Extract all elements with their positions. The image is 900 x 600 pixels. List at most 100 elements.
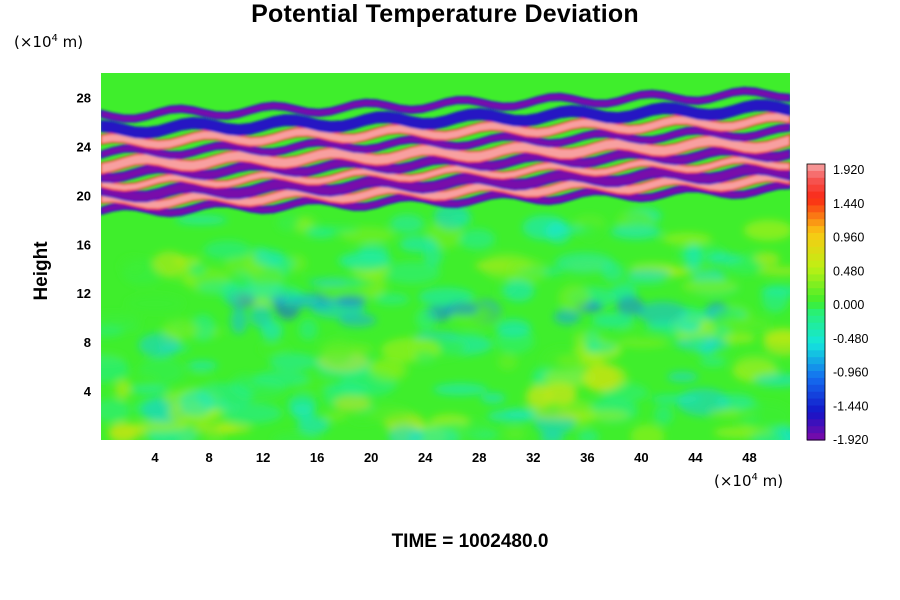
x-tick-label: 40	[634, 450, 648, 465]
turbulence-patch	[444, 302, 478, 316]
colorbar-segment	[807, 329, 825, 338]
colorbar-tick-label: 0.000	[833, 298, 864, 312]
colorbar-segment	[807, 426, 825, 434]
turbulence-patch	[349, 415, 377, 424]
turbulence-patch	[522, 215, 567, 240]
turbulence-patch	[497, 353, 518, 371]
colorbar-segment	[807, 205, 825, 213]
colorbar-segment	[807, 212, 825, 220]
turbulence-patch	[525, 384, 552, 411]
colorbar-segment	[807, 281, 825, 289]
turbulence-patch	[216, 423, 238, 434]
turbulence-patch	[298, 318, 318, 341]
turbulence-patch	[188, 263, 206, 277]
x-tick-label: 28	[472, 450, 486, 465]
x-tick-label: 20	[364, 450, 378, 465]
turbulence-patch	[258, 344, 289, 354]
colorbar-segment	[807, 357, 825, 365]
y-tick-label: 28	[77, 90, 91, 105]
x-tick-label: 48	[742, 450, 756, 465]
y-tick-label: 4	[84, 384, 92, 399]
turbulence-patch	[459, 228, 496, 250]
colorbar-segment	[807, 371, 825, 379]
colorbar-segment	[807, 164, 825, 172]
x-tick-label: 4	[151, 450, 159, 465]
plot-area	[101, 73, 790, 440]
turbulence-patch	[586, 340, 618, 353]
turbulence-patch	[616, 295, 644, 316]
colorbar-segment	[807, 405, 825, 413]
x-tick-label: 8	[205, 450, 212, 465]
x-tick-label: 32	[526, 450, 540, 465]
turbulence-patch	[101, 398, 131, 423]
y-axis-unit: (×104 m)	[14, 33, 84, 51]
turbulence-patch	[610, 224, 662, 240]
colorbar-segment	[807, 260, 825, 269]
x-axis-ticks: 4 8 12 16 20 24 28 32 36 40 44 48	[151, 450, 756, 465]
turbulence-patch	[338, 313, 377, 328]
turbulence-patch	[720, 317, 771, 332]
colorbar-segment	[807, 177, 825, 186]
turbulence-patch	[223, 257, 262, 276]
turbulence-patch	[204, 431, 225, 440]
turbulence-patch	[505, 257, 547, 284]
turbulence-patch	[591, 312, 635, 329]
colorbar-segment	[807, 184, 825, 193]
turbulence-patch	[161, 319, 200, 340]
y-axis-ticks: 4 8 12 16 20 24 28	[77, 90, 92, 399]
turbulence-patch	[114, 379, 131, 400]
turbulence-patch	[130, 385, 170, 394]
y-tick-label: 8	[84, 335, 91, 350]
colorbar-segment	[807, 398, 825, 407]
turbulence-patch	[650, 394, 701, 404]
turbulence-patch	[101, 312, 143, 324]
turbulence-patch	[461, 419, 485, 437]
colorbar-segment	[807, 391, 825, 400]
colorbar-segment	[807, 219, 825, 227]
turbulence-patch	[253, 249, 285, 267]
turbulence-patch	[503, 427, 526, 440]
y-tick-label: 12	[77, 286, 91, 301]
turbulence-patch	[734, 354, 775, 377]
turbulence-patch	[261, 320, 283, 342]
colorbar-segment	[807, 336, 825, 344]
turbulence-patch	[617, 338, 668, 348]
turbulence-patch	[276, 213, 301, 232]
colorbar-segment	[807, 302, 825, 310]
colorbar-segment	[807, 226, 825, 234]
colorbar-frame	[806, 163, 826, 441]
turbulence-patch	[383, 261, 441, 284]
turbulence-patch	[129, 421, 188, 433]
turbulence-patch	[301, 225, 359, 234]
colorbar-segment	[807, 239, 825, 248]
turbulence-patch	[763, 330, 790, 356]
turbulence-patch	[577, 429, 599, 440]
temperature-band	[101, 86, 790, 123]
turbulence-patch	[630, 424, 665, 440]
turbulence-patch	[287, 394, 317, 416]
x-tick-label: 36	[580, 450, 594, 465]
turbulence-patch	[654, 404, 674, 425]
turbulence-patch	[374, 293, 410, 305]
colorbar-tick-label: -0.960	[833, 366, 868, 380]
colorbar-tick-label: -1.440	[833, 399, 868, 413]
turbulence-patch	[272, 432, 321, 440]
turbulence-patch	[203, 240, 251, 260]
colorbar-labels: 1.920 1.440 0.960 0.480 0.000 -0.480 -0.960 -1.…	[833, 163, 868, 447]
turbulence-patch	[451, 214, 472, 226]
colorbar-segment	[807, 246, 825, 255]
turbulence-patch	[423, 243, 443, 267]
colorbar-segment	[807, 419, 825, 427]
turbulence-patch	[367, 405, 412, 423]
turbulence-patch	[684, 243, 702, 272]
turbulence-patch	[480, 392, 506, 404]
x-tick-label: 16	[310, 450, 324, 465]
turbulence-patch	[433, 383, 488, 396]
temperature-band	[101, 162, 790, 203]
turbulence-patch	[269, 352, 318, 371]
turbulence-patch	[678, 307, 704, 334]
colorbar-segment	[807, 308, 825, 317]
turbulence-patch	[554, 252, 614, 274]
turbulence-patch	[627, 268, 672, 279]
colorbar-segment	[807, 364, 825, 372]
